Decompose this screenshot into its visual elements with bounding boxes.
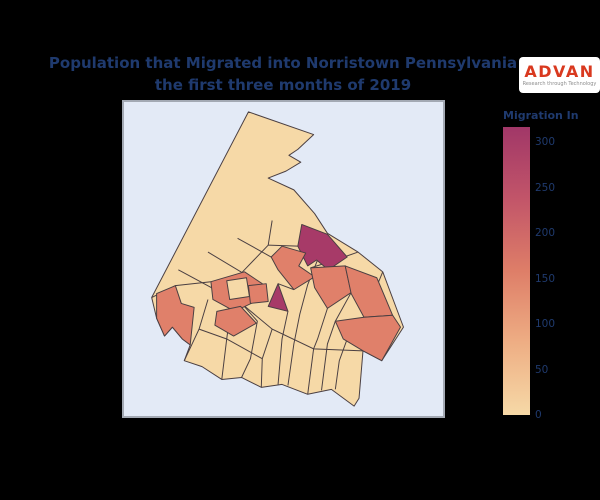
colorbar-tick-label-150: 150 [535,272,556,285]
colorbar-tick-label-50: 50 [535,363,549,376]
colorbar-ticks: 300 250 200 150 100 50 0 [535,127,580,421]
colorbar-tick-label-100: 100 [535,318,556,331]
advan-logo-tagline: Research through Technology [522,80,597,87]
map-region-midwest-inner-tract [226,277,250,300]
tract-boundary-line-5 [277,311,289,385]
chart-title: Population that Migrated into Norristown… [0,52,566,96]
map-region-southeast-tract [334,314,402,362]
map-region-north-central-high-tract [297,223,348,271]
tract-boundary-line-2 [237,237,272,258]
tract-boundary-line-12 [183,299,209,361]
map-region-top-center-tract [270,245,316,291]
map-region-west-edge-tract [156,285,195,346]
map-region-south-central-tract [214,305,257,337]
colorbar-tick-label-200: 200 [535,227,556,240]
advan-logo: ADVAN Research through Technology [519,57,600,93]
advan-logo-wordmark: ADVAN [524,61,595,81]
chart-title-line2: the first three months of 2019 [154,76,412,94]
colorbar-tick-label-250: 250 [535,181,556,194]
colorbar-tick-label-0: 0 [535,409,542,421]
colorbar-tick-label-300: 300 [535,136,556,149]
map-plot-panel [122,100,445,418]
map-region-center-east-tract [310,265,352,309]
tract-boundary-line-17 [226,338,263,360]
tract-boundary-line-18 [277,283,295,291]
colorbar-title: Migration In [503,109,579,122]
map-region-central-triangle-high-tract [267,283,289,312]
colorbar-gradient [503,127,530,415]
tract-boundary-line-15 [198,328,227,340]
tract-boundary-line-7 [313,308,328,350]
tract-boundary-line-19 [307,348,315,395]
tract-boundary-line-8 [321,292,352,391]
chart-title-line1: Population that Migrated into Norristown… [48,54,518,72]
tract-boundary-line-4 [268,244,298,247]
choropleth-svg [151,111,404,407]
map-region-central-square-tract [247,283,269,304]
tract-boundary-line-13 [241,304,258,378]
